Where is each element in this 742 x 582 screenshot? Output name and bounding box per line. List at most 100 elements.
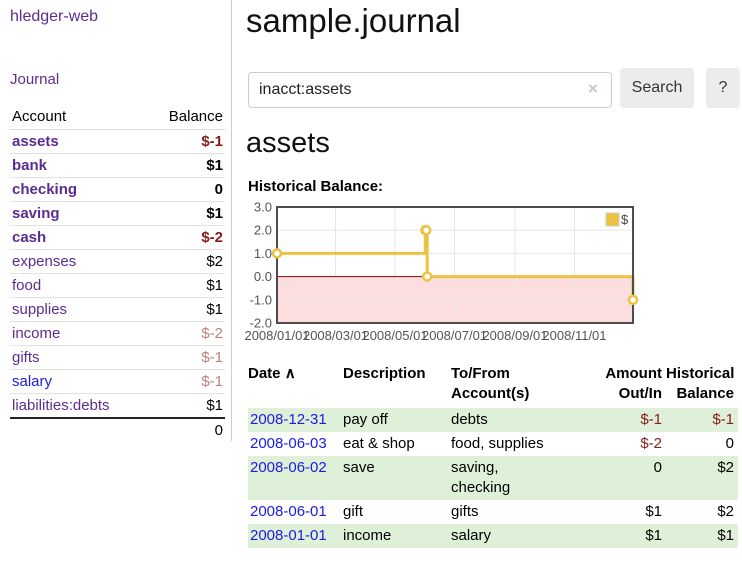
accounts-table: Account Balance assets $-1 bank $1 checkin…	[10, 105, 225, 442]
transaction-date-link[interactable]: 2008-01-01	[250, 527, 327, 544]
transaction-date-link[interactable]: 2008-12-31	[250, 411, 327, 428]
account-balance: 0	[146, 177, 225, 202]
account-row: salary $-1	[10, 369, 225, 394]
col-header-amount: Amount Out/In	[605, 365, 662, 402]
sidebar: hledger-web Journal Account Balance asse…	[0, 0, 232, 442]
account-link-gifts[interactable]: gifts	[12, 348, 40, 366]
x-tick-label: 2008/07/01	[422, 328, 487, 343]
account-balance: $2	[146, 249, 225, 274]
transaction-row: 2008-06-02 save saving, checking 0 $2	[248, 456, 738, 500]
sort-asc-icon: ∧	[284, 365, 296, 382]
y-tick-label: 1.0	[254, 246, 272, 261]
account-link-assets[interactable]: assets	[12, 132, 59, 150]
accounts-total-row: 0	[10, 416, 225, 442]
y-tick-label: 0.0	[254, 269, 272, 284]
transaction-balance: $-1	[712, 411, 734, 428]
transaction-date-link[interactable]: 2008-06-02	[250, 459, 327, 476]
y-tick-label: 2.0	[254, 223, 272, 238]
transaction-accounts: salary	[451, 527, 492, 544]
clear-search-icon[interactable]: ×	[588, 79, 598, 98]
account-row: gifts $-1	[10, 345, 225, 370]
account-link-expenses[interactable]: expenses	[12, 252, 77, 270]
transaction-date-link[interactable]: 2008-06-03	[250, 435, 327, 452]
transaction-balance: $2	[717, 459, 734, 476]
legend-label: $	[621, 212, 629, 227]
account-row: cash $-2	[10, 225, 225, 250]
transaction-balance: $1	[717, 527, 734, 544]
account-link-supplies[interactable]: supplies	[12, 300, 68, 318]
x-tick-label: 2008/01/01	[244, 328, 309, 343]
transaction-accounts: debts	[451, 411, 488, 428]
transaction-description: save	[343, 459, 375, 476]
transaction-amount: $-2	[640, 435, 662, 452]
transaction-description: pay off	[343, 411, 388, 428]
balance-header: Balance	[146, 105, 225, 130]
account-row: saving $1	[10, 201, 225, 226]
data-point-marker	[627, 294, 639, 306]
account-row: assets $-1	[10, 129, 225, 154]
account-link-saving[interactable]: saving	[12, 204, 60, 222]
x-tick-label: 2008/05/01	[362, 328, 427, 343]
col-header-description: Description	[343, 365, 426, 382]
search-input[interactable]	[248, 72, 612, 108]
account-balance: $1	[146, 273, 225, 298]
legend-swatch	[605, 212, 620, 227]
transaction-row: 2008-01-01 income salary $1 $1	[248, 524, 738, 548]
transaction-balance: 0	[725, 435, 734, 452]
account-link-checking[interactable]: checking	[12, 180, 78, 198]
y-tick-label: 3.0	[254, 200, 272, 215]
page-title: sample.journal	[246, 2, 461, 39]
chart-heading: Historical Balance:	[248, 178, 384, 195]
account-balance: $-1	[146, 345, 225, 370]
account-row: checking 0	[10, 177, 225, 202]
account-balance: $-2	[146, 225, 225, 250]
account-link-liabilities-debts[interactable]: liabilities:debts	[12, 396, 110, 414]
transaction-description: gift	[343, 503, 364, 520]
x-tick-label: 2008/03/01	[303, 328, 368, 343]
x-tick-label: 2008/09/01	[482, 328, 547, 343]
account-link-cash[interactable]: cash	[12, 228, 47, 246]
help-button[interactable]: ?	[706, 68, 740, 108]
transaction-description: eat & shop	[343, 435, 415, 452]
brand-link[interactable]: hledger-web	[10, 8, 99, 25]
search-button[interactable]: Search	[620, 68, 694, 108]
transaction-row: 2008-12-31 pay off debts $-1 $-1	[248, 408, 738, 432]
sidebar-item-journal[interactable]: Journal	[10, 71, 60, 88]
transaction-row: 2008-06-03 eat & shop food, supplies $-2…	[248, 432, 738, 456]
account-row: bank $1	[10, 153, 225, 178]
transaction-accounts: food, supplies	[451, 435, 544, 452]
account-balance: $-1	[146, 369, 225, 394]
account-balance: $-2	[146, 321, 225, 346]
account-balance: $1	[146, 393, 225, 418]
data-point-marker	[420, 224, 432, 236]
historical-balance-chart: $3.0 2.0 1.0 0.0 -1.0 -2.02008/01/012008/03/0…	[244, 200, 639, 343]
x-tick-label: 2008/11/01	[542, 328, 606, 343]
account-balance: $1	[146, 201, 225, 226]
col-header-date[interactable]: Date ∧	[248, 365, 296, 382]
account-row: income $-2	[10, 321, 225, 346]
account-link-income[interactable]: income	[12, 324, 61, 342]
y-tick-label: -2.0	[250, 316, 272, 331]
col-header-balance: Historical Balance	[666, 365, 735, 402]
account-row: food $1	[10, 273, 225, 298]
transaction-accounts: saving, checking	[451, 459, 511, 496]
account-heading: assets	[246, 127, 330, 159]
transaction-description: income	[343, 527, 392, 544]
account-balance: $-1	[146, 129, 225, 154]
account-link-bank[interactable]: bank	[12, 156, 48, 174]
search-form: × Search ?	[248, 68, 740, 108]
account-balance: $1	[146, 153, 225, 178]
account-link-food[interactable]: food	[12, 276, 42, 294]
transaction-accounts: gifts	[451, 503, 479, 520]
transaction-date-link[interactable]: 2008-06-01	[250, 503, 327, 520]
transaction-row: 2008-06-01 gift gifts $1 $2	[248, 500, 738, 524]
register-table: Date ∧ Description To/From Account(s) Am…	[248, 362, 738, 548]
account-balance: $1	[146, 297, 225, 322]
plot-border	[276, 206, 634, 324]
col-header-accounts: To/From Account(s)	[451, 365, 530, 402]
data-point-marker	[421, 271, 433, 282]
accounts-total: 0	[146, 416, 225, 442]
account-row: liabilities:debts $1	[10, 393, 225, 418]
account-row: expenses $2	[10, 249, 225, 274]
account-link-salary[interactable]: salary	[12, 372, 53, 390]
